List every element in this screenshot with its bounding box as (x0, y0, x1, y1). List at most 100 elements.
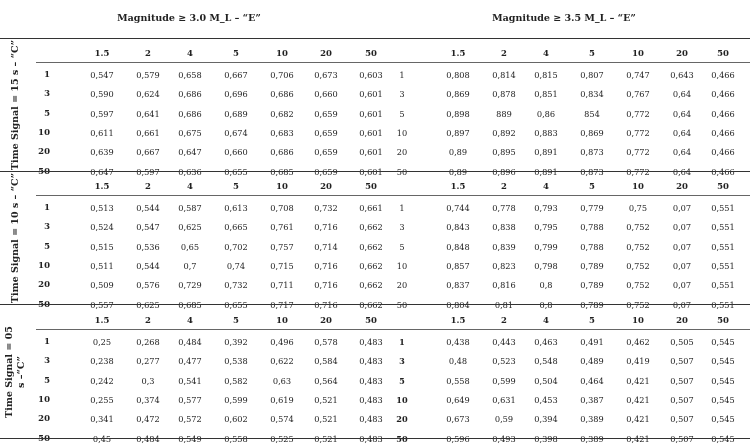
table-cell-left: 0,572 (178, 414, 202, 425)
table-cell-left: 0,667 (136, 147, 160, 158)
column-header-right: 1.5 (450, 182, 466, 192)
table-cell-left: 0,7 (183, 260, 197, 271)
table-cell-left: 0,602 (224, 414, 248, 425)
table-cell-right: 0,643 (670, 70, 694, 80)
table-cell-left: 0,661 (359, 203, 383, 213)
table-cell-left: 0,658 (178, 70, 202, 80)
row-label-left: 20 (38, 414, 50, 425)
header-rule (36, 62, 750, 63)
column-header-left: 20 (320, 316, 332, 326)
table-cell-right: 0,463 (534, 337, 558, 347)
table-cell-left: 0,374 (136, 394, 160, 405)
table-cell-right: 0,551 (711, 203, 735, 213)
column-header-right: 50 (717, 49, 729, 59)
table-cell-left: 0,729 (178, 280, 202, 291)
column-header-right: 4 (543, 49, 549, 59)
table-cell-left: 0,603 (359, 70, 383, 80)
table-cell-left: 0,515 (90, 241, 114, 252)
column-header-left: 4 (187, 316, 193, 326)
table-cell-right: 0,523 (492, 356, 516, 367)
column-header-left: 1.5 (94, 49, 110, 59)
table-cell-right: 0,815 (534, 70, 558, 80)
table-cell-left: 0,574 (270, 414, 294, 425)
table-cell-left: 0,582 (224, 375, 248, 386)
column-header-right: 20 (676, 182, 688, 192)
table-cell-right: 0,59 (494, 414, 514, 425)
row-label-right: 5 (399, 241, 405, 252)
row-label-left: 5 (44, 241, 50, 252)
table-cell-right: 0,548 (534, 356, 558, 367)
table-cell-left: 0,686 (270, 147, 294, 158)
row-label-right: 20 (396, 414, 408, 425)
table-cell-left: 0,696 (224, 89, 248, 100)
table-block: Time Signal = 15 s – “C” 1.5 1.5 2 2 4 4 5 5 10 10… (0, 38, 750, 176)
column-header-left: 20 (320, 49, 332, 59)
column-header-right: 5 (589, 49, 595, 59)
row-label-left: 5 (44, 375, 50, 386)
table-cell-right: 0,816 (492, 280, 516, 291)
column-header-left: 2 (145, 182, 151, 192)
table-cell-left: 0,662 (359, 260, 383, 271)
table-cell-right: 0,545 (711, 356, 735, 367)
table-cell-left: 0,509 (90, 280, 114, 291)
table-cell-left: 0,238 (90, 356, 114, 367)
table-cell-left: 0,667 (224, 70, 248, 80)
table-cell-left: 0,547 (90, 70, 114, 80)
column-header-left: 10 (276, 49, 288, 59)
table-cell-left: 0,483 (359, 394, 383, 405)
table-cell-right: 0,464 (580, 375, 604, 386)
table-cell-left: 0,483 (359, 337, 383, 347)
column-header-left: 50 (365, 182, 377, 192)
table-cell-left: 0,483 (359, 356, 383, 367)
table-cell-left: 0,716 (314, 222, 338, 233)
table-cell-right: 0,873 (580, 147, 604, 158)
table-cell-right: 0,421 (626, 375, 650, 386)
table-cell-right: 0,788 (580, 222, 604, 233)
table-cell-left: 0,483 (359, 375, 383, 386)
table-cell-right: 0,86 (536, 108, 556, 119)
column-header-right: 20 (676, 49, 688, 59)
block-rule (0, 304, 750, 305)
table-cell-right: 0,747 (626, 70, 650, 80)
row-label-right: 10 (396, 260, 408, 271)
table-cell-right: 0,64 (672, 108, 692, 119)
table-cell-left: 0,659 (314, 127, 338, 138)
table-cell-left: 0,611 (90, 127, 114, 138)
table-cell-left: 0,708 (270, 203, 294, 213)
row-label-right: 5 (399, 108, 405, 119)
header-rule (36, 329, 750, 330)
table-cell-right: 0,551 (711, 222, 735, 233)
table-cell-right: 0,851 (534, 89, 558, 100)
table-cell-right: 0,838 (492, 222, 516, 233)
column-header-right: 5 (589, 316, 595, 326)
table-cell-right: 0,848 (446, 241, 470, 252)
table-cell-right: 0,808 (446, 70, 470, 80)
table-cell-left: 0,3 (141, 375, 155, 386)
table-cell-left: 0,536 (136, 241, 160, 252)
table-cell-left: 0,682 (270, 108, 294, 119)
table-cell-left: 0,661 (136, 127, 160, 138)
column-header-right: 1.5 (450, 49, 466, 59)
table-cell-left: 0,597 (90, 108, 114, 119)
table-cell-right: 889 (496, 108, 512, 119)
column-header-right: 10 (632, 316, 644, 326)
table-cell-right: 0,462 (626, 337, 650, 347)
row-label-left: 3 (44, 356, 50, 367)
column-header-left: 5 (233, 182, 239, 192)
table-cell-left: 0,513 (90, 203, 114, 213)
column-header-left: 5 (233, 316, 239, 326)
table-cell-right: 0,389 (580, 414, 604, 425)
table-cell-right: 0,421 (626, 414, 650, 425)
table-cell-right: 0,545 (711, 394, 735, 405)
table-cell-right: 0,89 (448, 147, 468, 158)
table-block: Time Signal = 10 s – “C” 1.5 1.5 2 2 4 4 5 5 10 10… (0, 171, 750, 309)
block-side-label: Time Signal = 15 s – “C” (3, 38, 29, 171)
table-cell-left: 0,619 (270, 394, 294, 405)
column-header-right: 1.5 (450, 316, 466, 326)
table-cell-right: 0,837 (446, 280, 470, 291)
table-cell-right: 0,883 (534, 127, 558, 138)
row-label-left: 3 (44, 89, 50, 100)
side-label-line: Time Signal = 10 s – “C” (10, 172, 22, 303)
header-rule (36, 195, 750, 196)
